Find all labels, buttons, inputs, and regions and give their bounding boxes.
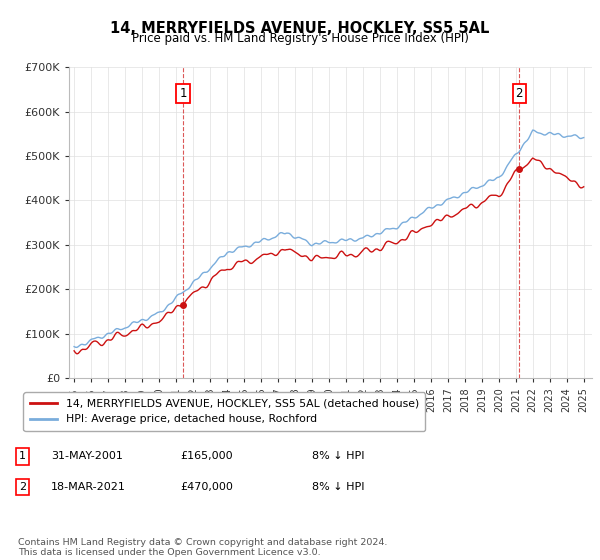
Text: 1: 1 — [179, 87, 187, 100]
Text: 2: 2 — [515, 87, 523, 100]
Text: 14, MERRYFIELDS AVENUE, HOCKLEY, SS5 5AL: 14, MERRYFIELDS AVENUE, HOCKLEY, SS5 5AL — [110, 21, 490, 36]
Text: £470,000: £470,000 — [180, 482, 233, 492]
Text: Price paid vs. HM Land Registry's House Price Index (HPI): Price paid vs. HM Land Registry's House … — [131, 32, 469, 45]
Text: £165,000: £165,000 — [180, 451, 233, 461]
Text: Contains HM Land Registry data © Crown copyright and database right 2024.
This d: Contains HM Land Registry data © Crown c… — [18, 538, 388, 557]
Text: 8% ↓ HPI: 8% ↓ HPI — [312, 482, 365, 492]
Text: 8% ↓ HPI: 8% ↓ HPI — [312, 451, 365, 461]
Text: 18-MAR-2021: 18-MAR-2021 — [51, 482, 126, 492]
Text: 1: 1 — [19, 451, 26, 461]
Text: 31-MAY-2001: 31-MAY-2001 — [51, 451, 123, 461]
Legend: 14, MERRYFIELDS AVENUE, HOCKLEY, SS5 5AL (detached house), HPI: Average price, d: 14, MERRYFIELDS AVENUE, HOCKLEY, SS5 5AL… — [23, 393, 425, 431]
Text: 2: 2 — [19, 482, 26, 492]
